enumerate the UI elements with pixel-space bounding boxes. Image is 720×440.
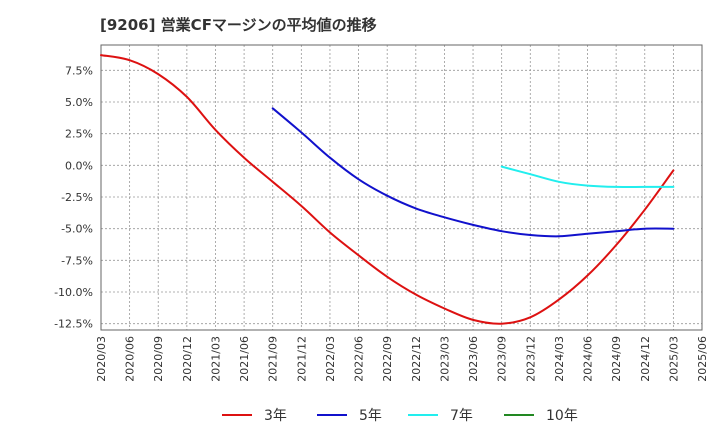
legend-label: 3年 bbox=[264, 408, 287, 424]
x-tick-label: 2024/09 bbox=[610, 336, 623, 382]
x-tick-label: 2021/03 bbox=[209, 336, 222, 382]
x-tick-label: 2023/06 bbox=[467, 336, 480, 382]
x-tick-label: 2024/03 bbox=[553, 336, 566, 382]
y-tick-label: -2.5% bbox=[61, 191, 93, 204]
x-tick-label: 2021/06 bbox=[238, 336, 251, 382]
plot-background bbox=[101, 45, 702, 330]
x-tick-label: 2021/12 bbox=[295, 336, 308, 382]
x-tick-label: 2020/03 bbox=[95, 336, 108, 382]
series-line-3 bbox=[500, 165, 675, 188]
plot-area bbox=[100, 44, 703, 331]
x-tick-label: 2025/03 bbox=[667, 336, 680, 382]
y-tick-label: -10.0% bbox=[54, 286, 93, 299]
x-tick-label: 2020/09 bbox=[152, 336, 165, 382]
chart-title: [9206] 営業CFマージンの平均値の推移 bbox=[100, 16, 377, 34]
legend-label: 5年 bbox=[359, 408, 382, 424]
series-line-2 bbox=[271, 107, 675, 238]
x-tick-label: 2025/06 bbox=[696, 336, 709, 382]
x-tick-label: 2021/09 bbox=[267, 336, 280, 382]
legend-label: 7年 bbox=[450, 408, 473, 424]
x-tick-label: 2024/12 bbox=[639, 336, 652, 382]
x-tick-label: 2023/09 bbox=[496, 336, 509, 382]
y-axis: 7.5% 5.0% 2.5% 0.0% -2.5% -5.0% -7.5% -10.0% -12… bbox=[54, 64, 93, 330]
y-tick-label: 7.5% bbox=[65, 64, 93, 77]
x-axis: 2020/03 2020/06 2020/09 2020/12 2021/03 2021/… bbox=[95, 336, 709, 382]
x-tick-label: 2023/12 bbox=[524, 336, 537, 382]
x-tick-label: 2020/06 bbox=[124, 336, 137, 382]
y-tick-label: 0.0% bbox=[65, 159, 93, 172]
y-tick-label: 5.0% bbox=[65, 96, 93, 109]
x-tick-label: 2020/12 bbox=[181, 336, 194, 382]
x-tick-label: 2022/03 bbox=[324, 336, 337, 382]
series-line-1 bbox=[100, 54, 675, 325]
y-tick-label: -5.0% bbox=[61, 223, 93, 236]
legend: 3年 5年 7年 10年 bbox=[222, 408, 578, 424]
legend-label: 10年 bbox=[546, 408, 578, 424]
series-layer bbox=[100, 54, 675, 325]
x-tick-label: 2022/06 bbox=[353, 336, 366, 382]
x-tick-label: 2022/09 bbox=[381, 336, 394, 382]
x-tick-label: 2023/03 bbox=[438, 336, 451, 382]
y-tick-label: 2.5% bbox=[65, 128, 93, 141]
x-tick-label: 2024/06 bbox=[582, 336, 595, 382]
plot-border bbox=[100, 44, 703, 331]
y-tick-label: -12.5% bbox=[54, 318, 93, 331]
y-tick-label: -7.5% bbox=[61, 254, 93, 267]
x-tick-label: 2022/12 bbox=[410, 336, 423, 382]
